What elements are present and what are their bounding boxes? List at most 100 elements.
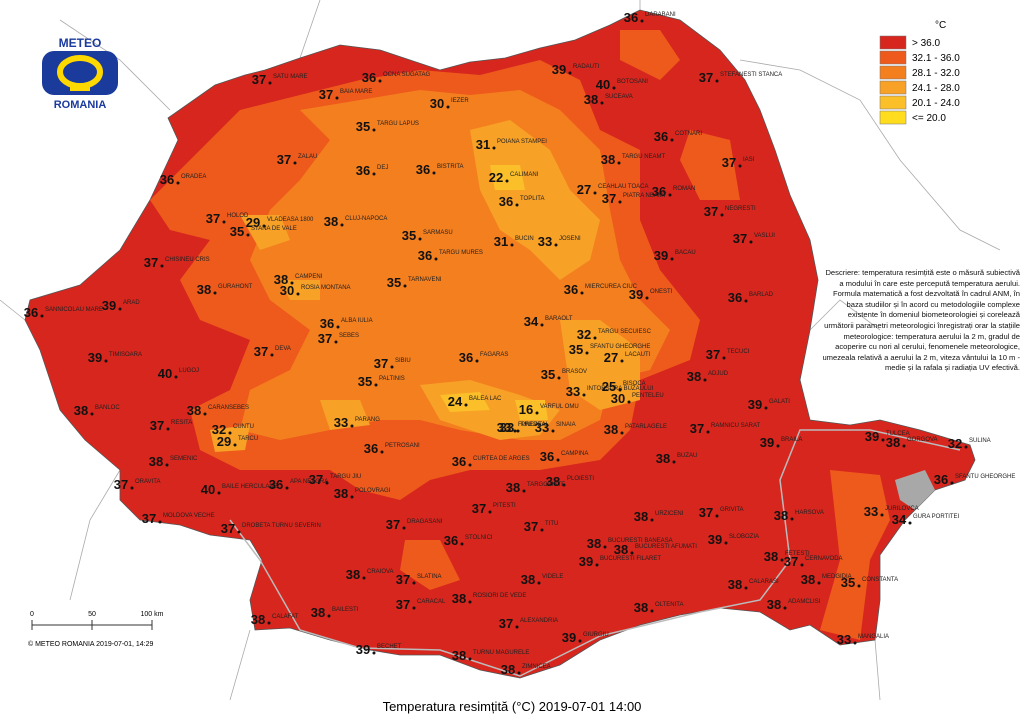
station-dot	[475, 359, 479, 363]
station-name: ROMAN	[673, 186, 695, 192]
station-value: 37	[784, 554, 798, 569]
logo-top: METEO	[59, 36, 102, 50]
station: 37 BAIA MARE	[319, 87, 373, 102]
station-name: TOPLITA	[520, 196, 544, 202]
station-value: 38	[521, 572, 535, 587]
station: 34 BARAOLT	[524, 314, 573, 329]
station-dot	[744, 299, 748, 303]
station: 37 DROBETA TURNU SEVERIN	[221, 521, 321, 536]
station-dot	[764, 406, 768, 410]
station: 37 ORAVITA	[114, 477, 161, 492]
description: Descriere: temperatura resimțită este o …	[822, 268, 1020, 373]
station-name: TURNU MAGURELE	[473, 650, 529, 656]
station-dot	[336, 325, 340, 329]
station-dot	[228, 431, 232, 435]
station: 37 DEVA	[254, 344, 291, 359]
station: 37 RAMNICU SARAT	[690, 421, 761, 436]
station-value: 39	[102, 298, 116, 313]
station: 36 BARLAD	[728, 290, 774, 305]
station: 35 STANA DE VALE	[230, 224, 297, 239]
scale-label: 100 km	[141, 611, 164, 618]
station-value: 33	[334, 415, 348, 430]
station-dot	[174, 375, 178, 379]
station: 38 VIDELE	[521, 572, 564, 587]
station-dot	[817, 581, 821, 585]
station-value: 38	[634, 600, 648, 615]
station-dot	[790, 517, 794, 521]
station-name: BANLOC	[95, 405, 120, 411]
station-name: ADJUD	[708, 371, 729, 377]
station-name: IEZER	[451, 98, 469, 104]
station-value: 36	[452, 454, 466, 469]
station: 40 LUGOJ	[158, 366, 199, 381]
logo-base	[70, 85, 90, 91]
station-dot	[600, 101, 604, 105]
station-value: 37	[309, 472, 323, 487]
station-name: ZIMNICEA	[522, 664, 551, 670]
station-dot	[618, 200, 622, 204]
station-value: 32	[212, 422, 226, 437]
station-dot	[380, 450, 384, 454]
station-dot	[618, 388, 622, 392]
station-name: TARGU NEAMT	[622, 154, 666, 160]
station: 36 TARGU MURES	[418, 248, 483, 263]
station-name: BARAOLT	[545, 316, 573, 322]
station: 36 APA NEAGRA	[269, 477, 328, 492]
station-name: PARANG	[355, 417, 380, 423]
station-name: URZICENI	[655, 511, 684, 517]
station-value: 36	[320, 316, 334, 331]
station: 37 HOLOD	[206, 211, 249, 226]
station: 38 PATARLAGELE	[604, 422, 667, 437]
station: 36 ORADEA	[160, 172, 207, 187]
station-name: CAMPINA	[561, 451, 588, 457]
station-name: MEDGIDIA	[822, 574, 852, 580]
station-dot	[488, 510, 492, 514]
station-name: OLTENITA	[655, 602, 683, 608]
station-dot	[881, 438, 885, 442]
station-dot	[776, 444, 780, 448]
station: 37 SLATINA	[396, 572, 442, 587]
station-dot	[517, 671, 521, 675]
station-name: OCNA SUGATAG	[383, 72, 430, 78]
station-dot	[390, 365, 394, 369]
stations: 36 DARABANI 37 STEFANESTI STANCA 39 RADAUTI 40…	[24, 10, 1016, 677]
station-dot	[334, 340, 338, 344]
station-name: BAIA MARE	[340, 89, 372, 95]
station: 35 SARMASU	[402, 228, 453, 243]
station: 39 ONESTI	[629, 287, 673, 302]
station: 38 CLUJ-NAPOCA	[324, 214, 388, 229]
station: 39 ARAD	[102, 298, 141, 313]
station-value: 37	[524, 519, 538, 534]
station-value: 37	[699, 70, 713, 85]
station-value: 36	[362, 70, 376, 85]
station-value: 37	[699, 505, 713, 520]
station-value: 38	[767, 597, 781, 612]
station-name: JOSENI	[559, 236, 581, 242]
station-value: 29	[246, 215, 260, 230]
station-value: 35	[356, 119, 370, 134]
station-name: BUCIN	[515, 236, 534, 242]
station-name: STEFANESTI STANCA	[720, 72, 782, 78]
station: 36 DEJ	[356, 163, 389, 178]
station-value: 33	[538, 234, 552, 249]
station-name: FETESTI	[785, 551, 810, 557]
station-value: 36	[444, 533, 458, 548]
station-value: 38	[774, 508, 788, 523]
station-name: PETROSANI	[385, 443, 420, 449]
station: 36 SANNICOLAU MARE	[24, 305, 103, 320]
station-dot	[640, 19, 644, 23]
station-dot	[412, 581, 416, 585]
station: 35 CONSTANTA	[841, 575, 898, 590]
station-value: 36	[564, 282, 578, 297]
station-name: MOLDOVA VECHE	[163, 513, 215, 519]
logo-bottom: ROMANIA	[54, 99, 107, 111]
station: 39 TULCEA	[865, 429, 910, 444]
station-name: ZALAU	[298, 154, 317, 160]
legend-swatch	[879, 65, 907, 80]
station: 38 CRAIOVA	[346, 567, 394, 582]
station-name: DEJ	[377, 165, 388, 171]
scale-label: 0	[30, 611, 34, 618]
station-value: 30	[611, 391, 625, 406]
station-dot	[557, 376, 561, 380]
station: 36 PETROSANI	[364, 441, 420, 456]
